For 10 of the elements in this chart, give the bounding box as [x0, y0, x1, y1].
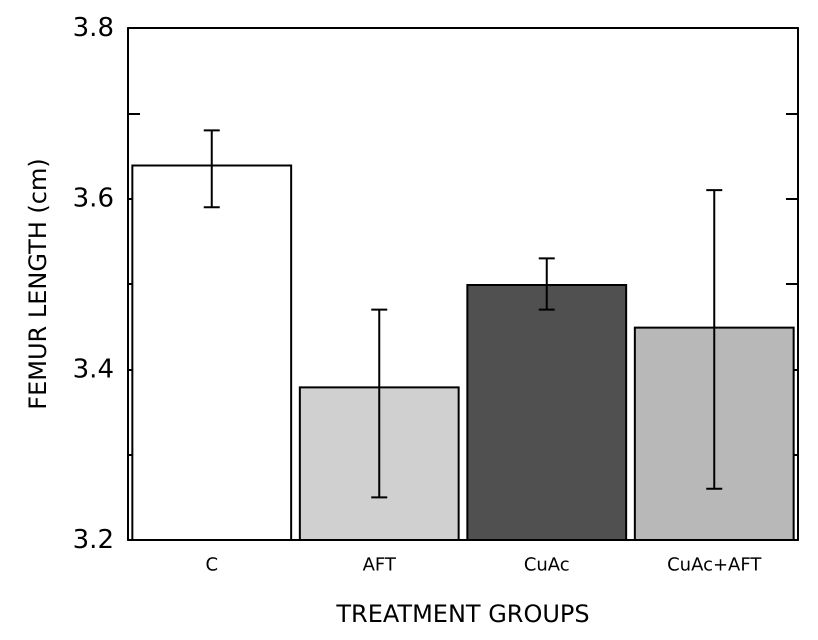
- y-tick-label: 3.8: [72, 13, 114, 43]
- x-tick-label: CuAc+AFT: [667, 554, 762, 576]
- y-axis-title: FEMUR LENGTH (cm): [24, 158, 52, 410]
- y-tick-label: 3.6: [72, 184, 114, 214]
- x-axis-title: TREATMENT GROUPS: [335, 600, 590, 628]
- y-tick-label: 3.4: [72, 354, 114, 384]
- y-tick-label: 3.2: [72, 525, 114, 555]
- x-tick-label: CuAc: [524, 554, 570, 576]
- x-tick-label: C: [205, 554, 218, 576]
- x-tick-label: AFT: [362, 554, 397, 576]
